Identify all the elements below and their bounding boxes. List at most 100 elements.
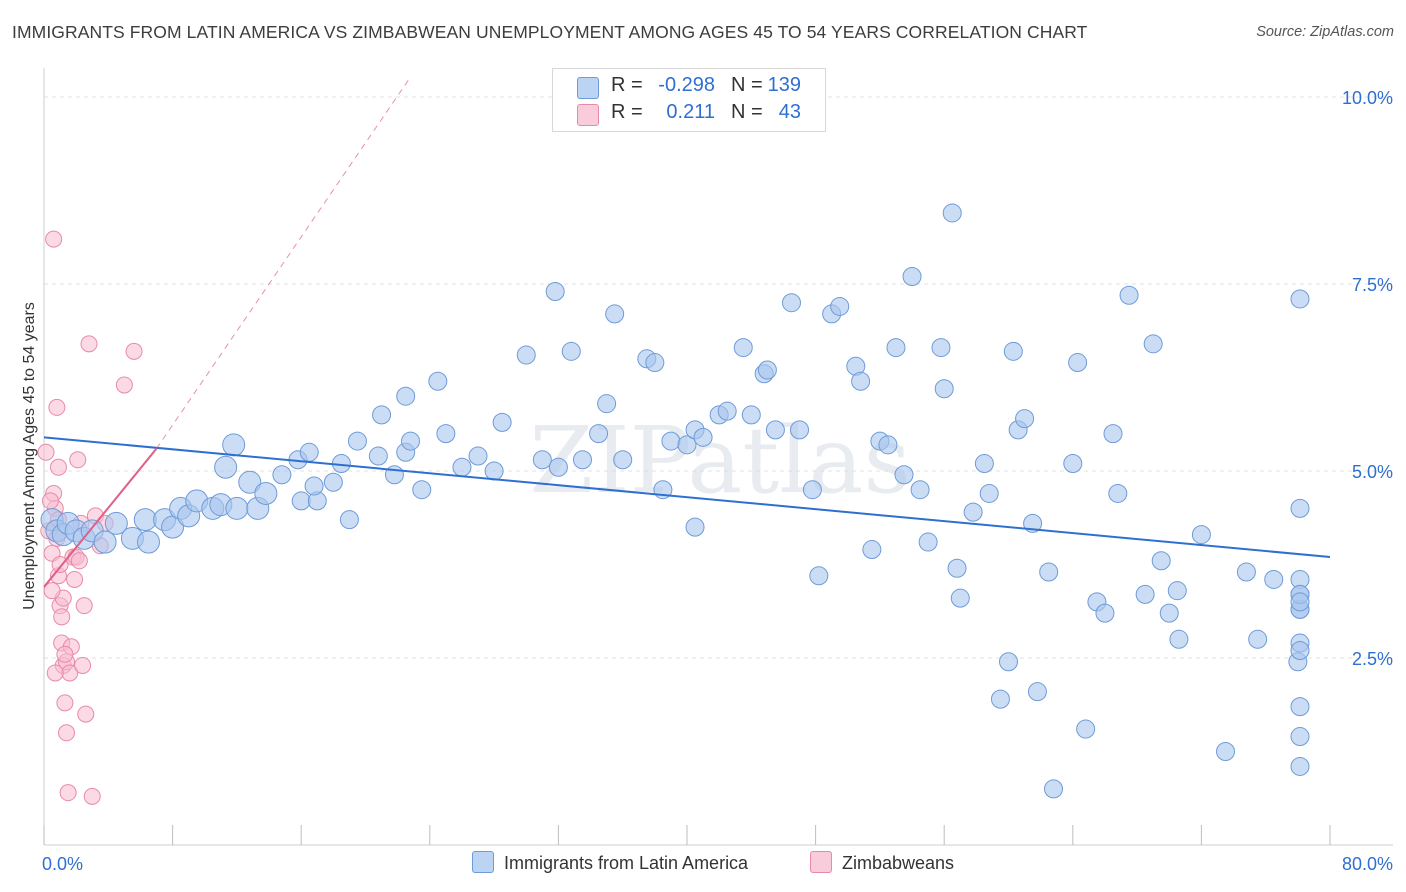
zimbabweans-point [43, 582, 61, 600]
latin-america-point [790, 420, 810, 440]
zimbabweans-point [74, 656, 92, 674]
series-name-zimbabweans: Zimbabweans [842, 853, 955, 873]
latin-america-point [548, 457, 568, 477]
latin-america-point [299, 442, 319, 462]
latin-america-point [428, 371, 448, 391]
latin-america-point [545, 281, 565, 301]
latin-america-point [304, 476, 324, 496]
zimbabweans-point [48, 398, 66, 416]
latin-america-point [902, 267, 922, 287]
latin-america-point [1151, 551, 1171, 571]
latin-america-point [613, 450, 633, 470]
latin-america-point [963, 502, 983, 522]
y-tick-label: 10.0% [1342, 88, 1393, 108]
zimbabweans-point [46, 664, 64, 682]
latin-america-point [677, 435, 697, 455]
latin-america-point [830, 296, 850, 316]
latin-america-point [1248, 629, 1268, 649]
latin-america-point [401, 431, 421, 451]
source-label: Source: ZipAtlas.com [1256, 24, 1394, 40]
series-name-latin-america: Immigrants from Latin America [504, 853, 749, 873]
y-tick-label: 2.5% [1352, 649, 1393, 669]
legend-n-value: 139 [767, 74, 801, 96]
latin-america-point [717, 401, 737, 421]
latin-america-point [1167, 581, 1187, 601]
latin-america-point [1027, 682, 1047, 702]
latin-america-point [886, 338, 906, 358]
latin-america-point [573, 450, 593, 470]
latin-america-point [468, 446, 488, 466]
latin-america-point [272, 465, 292, 485]
latin-america-point [1095, 603, 1115, 623]
zimbabweans-point [59, 784, 77, 802]
latin-america-point [492, 412, 512, 432]
latin-america-point [368, 446, 388, 466]
latin-america-point [93, 530, 117, 554]
latin-america-point [1290, 697, 1310, 717]
latin-america-point [396, 386, 416, 406]
latin-america-point [910, 480, 930, 500]
series-swatch-pink [810, 851, 832, 873]
zimbabweans-point [53, 608, 71, 626]
latin-america-point [999, 652, 1018, 672]
latin-america-point [452, 457, 472, 477]
legend-row-zimbabweans: R = 0.211 N = 43 [553, 101, 825, 127]
latin-america-point [1143, 334, 1163, 354]
latin-america-point [589, 424, 609, 444]
legend-swatch-pink [577, 104, 599, 126]
latin-america-point [133, 508, 157, 532]
latin-america-point [225, 496, 249, 520]
latin-america-points [40, 203, 1310, 799]
latin-america-point [781, 293, 801, 313]
legend-n-value: 43 [778, 101, 801, 123]
zimbabweans-point [58, 724, 76, 742]
latin-america-point [104, 511, 128, 535]
latin-america-point [1076, 719, 1096, 739]
latin-america-point [323, 472, 343, 492]
latin-america-point [878, 435, 898, 455]
latin-america-point [484, 461, 504, 481]
series-legend-zimbabweans: Zimbabweans [810, 851, 954, 874]
zimbabweans-point [125, 342, 143, 360]
latin-america-point [222, 433, 246, 457]
latin-america-point [809, 566, 829, 586]
watermark: ZIPatlas [529, 407, 910, 514]
latin-america-trend-line [43, 436, 1331, 559]
zimbabweans-trend-line [43, 447, 158, 588]
correlation-legend: R = -0.298 N = 139 R = 0.211 N = 43 [552, 68, 826, 132]
zimbabweans-trend-extension [156, 76, 411, 449]
zimbabweans-point [66, 570, 84, 588]
latin-america-point [1290, 727, 1310, 747]
latin-america-point [436, 424, 456, 444]
gridlines [44, 96, 1393, 659]
y-axis-label: Unemployment Among Ages 45 to 54 years [21, 302, 38, 610]
latin-america-point [1290, 592, 1310, 612]
latin-america-point [741, 405, 761, 425]
latin-america-point [1023, 513, 1043, 533]
latin-america-point [561, 341, 581, 361]
latin-america-point [950, 588, 970, 608]
latin-america-point [1039, 562, 1059, 582]
latin-america-point [1108, 483, 1128, 503]
latin-america-point [1236, 562, 1256, 582]
latin-america-point [851, 371, 871, 391]
legend-r-label: R = [611, 74, 643, 96]
latin-america-point [347, 431, 367, 451]
latin-america-point [934, 379, 954, 399]
zimbabweans-point [56, 694, 74, 712]
y-tick-labels: 2.5% 5.0% 7.5% 10.0% [1342, 88, 1393, 669]
zimbabweans-point [83, 787, 101, 805]
legend-r-label: R = [611, 101, 643, 123]
zimbabweans-point [51, 556, 69, 573]
latin-america-point [942, 203, 962, 223]
latin-america-point [661, 431, 681, 451]
latin-america-point [1290, 641, 1310, 661]
latin-america-point [1063, 454, 1083, 474]
latin-america-point [1290, 498, 1310, 518]
latin-america-point [516, 345, 536, 365]
latin-america-point [979, 483, 999, 503]
zimbabweans-point [75, 597, 93, 615]
zimbabweans-point [45, 230, 63, 248]
latin-america-point [1003, 341, 1023, 361]
